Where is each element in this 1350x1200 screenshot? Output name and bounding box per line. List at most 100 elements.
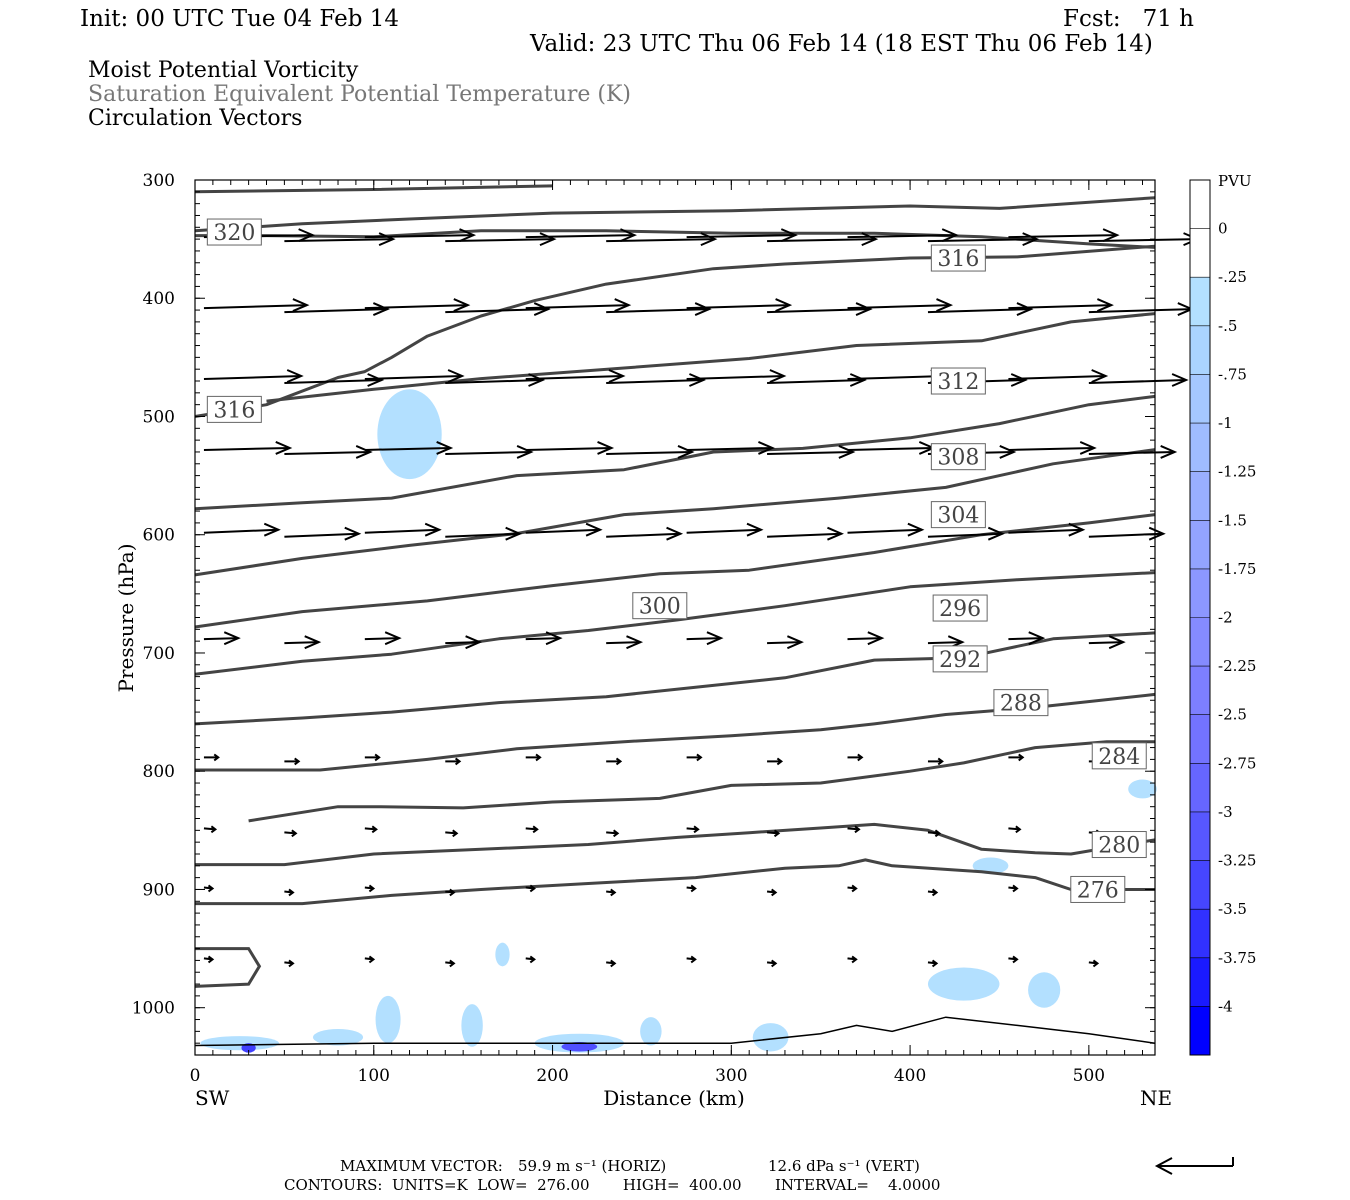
colorbar-swatch-9 [1190,617,1210,667]
vector-1-8 [847,298,954,312]
vector-8-10 [1008,884,1019,893]
contour-label-3: 316 [213,398,255,423]
pv-area-8 [312,1028,364,1046]
y-tick-label-600: 600 [143,526,175,546]
vector-4-6 [686,522,764,537]
y-tick-label-700: 700 [143,644,175,664]
vector-1-4 [525,298,632,312]
x-end-left: SW [195,1086,230,1110]
vector-0-1 [284,232,396,247]
contour-label-box-0 [206,218,262,246]
colorbar-swatch-14 [1190,860,1210,910]
vector-6-0 [203,753,220,762]
y-tick-label-800: 800 [143,762,175,782]
vector-4-3 [445,526,523,541]
contour-label-0: 320 [213,221,255,246]
vector-9-0 [203,955,215,964]
vector-8-6 [686,884,697,893]
x-tick-label-400: 400 [894,1066,926,1086]
colorbar-swatch-16 [1190,957,1210,1007]
contour-label-box-3 [206,395,262,423]
vector-9-4 [525,955,536,964]
vector-1-9 [927,302,1034,316]
valid-time: Valid: 23 UTC Thu 06 Feb 14 (18 EST Thu … [530,31,1153,57]
colorbar-level-9: -2.25 [1218,657,1256,675]
vector-7-8 [847,825,861,834]
vector-0-10 [1008,228,1120,243]
pv-area-5 [495,942,510,967]
contour-label-12: 280 [1098,834,1140,859]
pv-colorbar: 0 -.25 -.5 -.75 -1 -1.25 -1.5 -1.75 -2 -2.25 -2.5 -… [1189,179,1256,1056]
contour-label-9: 292 [939,648,981,673]
x-tick-label-0: 0 [190,1066,201,1086]
vector-7-7 [766,829,781,838]
vector-9-5 [606,959,617,968]
contour-label-box-9 [932,645,988,673]
max-vector-vert: 12.6 dPa s⁻¹ (VERT) [768,1157,920,1175]
colorbar-level-11: -2.75 [1218,754,1256,772]
vector-6-9 [927,757,944,766]
vector-9-1 [284,959,295,968]
colorbar-level-0: 0 [1218,220,1228,238]
colorbar-level-12: -3 [1218,803,1233,821]
contour-label-box-12 [1091,831,1147,859]
vector-8-5 [606,888,617,897]
vector-8-1 [284,888,295,897]
contour-label-5: 308 [937,446,979,471]
y-tick-label-400: 400 [143,289,175,309]
vector-5-6 [686,631,724,646]
colorbar-level-2: -.5 [1218,317,1237,335]
vector-5-4 [525,631,563,646]
x-tick-label-200: 200 [536,1066,568,1086]
vector-1-6 [686,298,793,312]
colorbar-level-13: -3.25 [1218,852,1256,870]
colorbar-level-3: -.75 [1218,365,1247,383]
vector-2-3 [445,373,546,387]
colorbar-level-8: -2 [1218,609,1233,627]
contour-label-4: 312 [937,370,979,395]
vector-6-5 [606,757,623,766]
colorbar-swatch-0 [1190,180,1210,230]
y-axis-label: Pressure (hPa) [114,544,138,693]
vector-9-8 [847,955,858,964]
vector-7-4 [525,825,539,834]
theta-e-contour-5 [194,394,1156,511]
vector-1-5 [606,302,712,316]
theta-e-contour-10 [195,692,1156,772]
vector-3-5 [606,445,695,459]
pv-area-6 [375,995,401,1044]
colorbar-title: PVU [1218,172,1252,190]
vector-0-9 [927,232,1040,247]
vector-0-7 [767,232,879,247]
colorbar-swatch-11 [1190,714,1210,764]
vector-5-10 [1008,631,1046,646]
colorbar-level-6: -1.5 [1218,511,1247,529]
contour-label-10: 288 [1000,692,1042,717]
vector-2-7 [767,373,867,387]
vector-2-2 [364,369,465,383]
axis-ticks: 0 100 200 300 400 500 300 400 500 600 700 800 900 100… [132,171,1155,1086]
vector-4-5 [606,526,684,541]
theta-e-contour-4 [266,312,1156,403]
contour-label-box-6 [930,501,986,529]
vector-3-7 [767,445,856,459]
pv-area-3 [927,967,1000,1001]
vector-2-11 [1088,373,1189,387]
x-axis-label: Distance (km) [603,1086,745,1110]
vector-9-9 [927,959,939,968]
vector-3-4 [525,441,615,455]
vector-7-6 [686,825,700,834]
x-end-right: NE [1140,1086,1172,1110]
vector-5-11 [1088,635,1126,650]
vector-1-0 [203,298,310,312]
colorbar-swatch-17 [1190,1006,1210,1056]
colorbar-swatch-2 [1190,277,1210,327]
contour-label-box-13 [1070,875,1126,903]
contour-label-7: 300 [639,595,681,620]
reference-vector-icon [1154,1157,1234,1175]
forecast-hour: Fcst: 71 h [1063,6,1194,32]
terrain-line [194,1016,1156,1047]
vector-9-2 [364,955,376,964]
vector-4-4 [525,522,603,537]
